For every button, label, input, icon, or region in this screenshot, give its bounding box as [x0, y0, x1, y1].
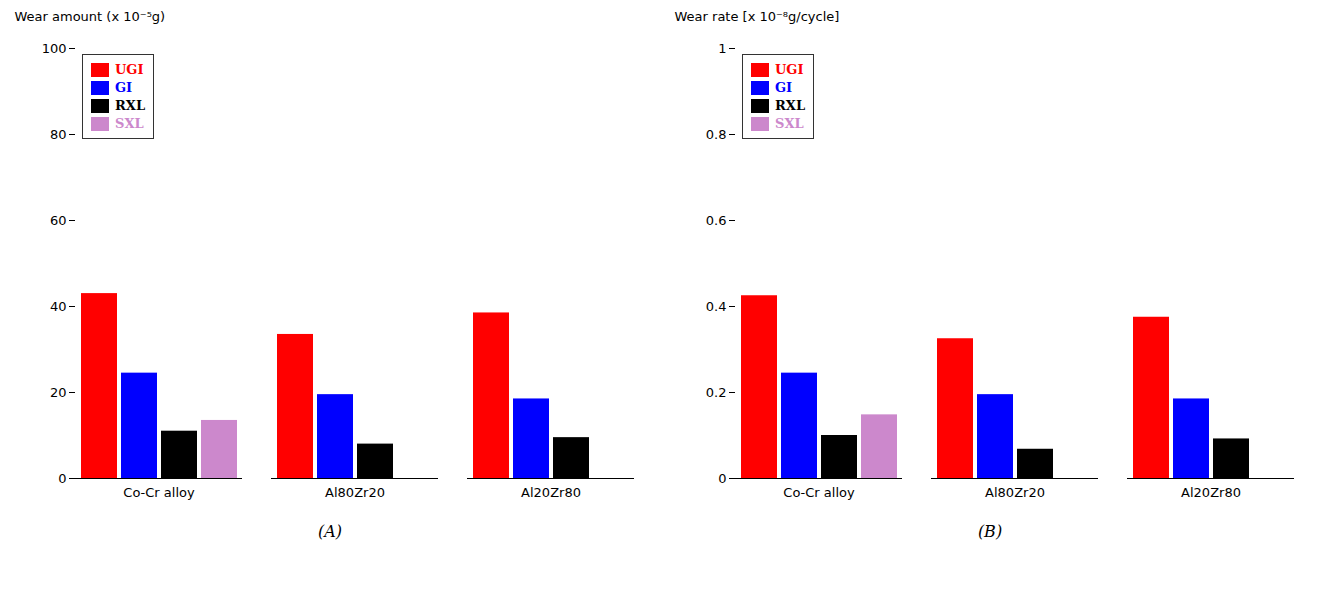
svg-text:20: 20: [50, 385, 67, 400]
svg-text:Co-Cr alloy: Co-Cr alloy: [783, 485, 855, 500]
html-text:UGI: UGI: [115, 62, 144, 77]
svg-text:1: 1: [718, 41, 726, 56]
svg-text:Al80Zr20: Al80Zr20: [985, 485, 1045, 500]
svg-text:0.2: 0.2: [706, 385, 727, 400]
html-text:SXL: SXL: [115, 116, 144, 131]
html-text:RXL: RXL: [115, 98, 145, 113]
svg-text:Wear amount (x 10⁻⁵g): Wear amount (x 10⁻⁵g): [15, 9, 166, 24]
svg-text:Al80Zr20: Al80Zr20: [325, 485, 385, 500]
svg-text:Wear rate [x 10⁻⁸g/cycle]: Wear rate [x 10⁻⁸g/cycle]: [675, 9, 840, 24]
svg-text:100: 100: [42, 41, 67, 56]
svg-text:0: 0: [58, 471, 66, 486]
html-text:GI: GI: [115, 80, 133, 95]
html-text:SXL: SXL: [775, 116, 804, 131]
svg-text:Co-Cr alloy: Co-Cr alloy: [123, 485, 195, 500]
html-text:RXL: RXL: [775, 98, 805, 113]
html-text:(B): (B): [977, 522, 1003, 541]
svg-text:0: 0: [718, 471, 726, 486]
svg-text:0.8: 0.8: [706, 127, 727, 142]
html-text:GI: GI: [775, 80, 793, 95]
html-text:(A): (A): [318, 522, 342, 541]
svg-text:60: 60: [50, 213, 67, 228]
svg-text:Al20Zr80: Al20Zr80: [521, 485, 581, 500]
html-text:UGI: UGI: [775, 62, 804, 77]
svg-text:40: 40: [50, 299, 67, 314]
svg-text:0.4: 0.4: [706, 299, 727, 314]
svg-text:Al20Zr80: Al20Zr80: [1181, 485, 1241, 500]
svg-text:80: 80: [50, 127, 67, 142]
svg-text:0.6: 0.6: [706, 213, 727, 228]
